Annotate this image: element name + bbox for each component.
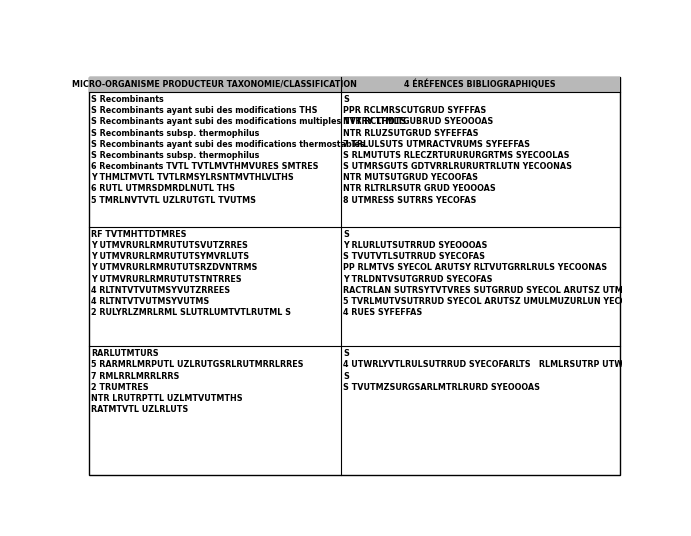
Text: RARLUTMTURS: RARLUTMTURS (91, 349, 159, 358)
Text: S TVUTMZSURGSARLMTRLRURD SYEOOOAS: S TVUTMZSURGSARLMTRLRURD SYEOOOAS (343, 383, 540, 392)
Text: 6 Recombinants TVTL TVTLMVTHMVURES SMTRES: 6 Recombinants TVTL TVTLMVTHMVURES SMTRE… (91, 162, 319, 171)
Text: Y TRLDNTVSUTGRRUD SYECOFAS: Y TRLDNTVSUTGRRUD SYECOFAS (343, 274, 493, 284)
Text: 4 UTWRLYVTLRULSUTRRUD SYECOFARLTS   RLMLRSUTRP UTW SYFEFFAS: 4 UTWRLYVTLRULSUTRRUD SYECOFARLTS RLMLRS… (343, 360, 670, 369)
Text: 4 RUES SYFEFFAS: 4 RUES SYFEFFAS (343, 308, 422, 317)
Text: RATMTVTL UZLRLUTS: RATMTVTL UZLRLUTS (91, 405, 188, 414)
Text: S: S (343, 371, 349, 381)
Text: S Recombinants ayant subi des modifications thermostables: S Recombinants ayant subi des modificati… (91, 140, 365, 149)
Text: Y UTMVRURLRMRUTUTSTNTRRES: Y UTMVRURLRMRUTUTSTNTRRES (91, 274, 242, 284)
Text: Y UTMVRURLRMRUTUTSRZDVNTRMS: Y UTMVRURLRMRUTUTSRZDVNTRMS (91, 263, 258, 272)
Text: MICRO-ORGANISME PRODUCTEUR TAXONOMIE/CLASSIFICATION: MICRO-ORGANISME PRODUCTEUR TAXONOMIE/CLA… (72, 80, 357, 89)
Text: Y UTMVRURLRMRUTUTSYMVRLUTS: Y UTMVRURLRMRUTUTSYMVRLUTS (91, 252, 249, 261)
Text: 7 TRLULSUTS UTMRACTVRUMS SYFEFFAS: 7 TRLULSUTS UTMRACTVRUMS SYFEFFAS (343, 140, 530, 149)
Text: S UTMRSGUTS GDTVRRLRURURTRLUTN YECOONAS: S UTMRSGUTS GDTVRRLRURURTRLUTN YECOONAS (343, 162, 572, 171)
Text: NTR MUTSUTGRUD YECOOFAS: NTR MUTSUTGRUD YECOOFAS (343, 173, 478, 182)
Text: 5 TVRLMUTVSUTRRUD SYECOL ARUTSZ UMULMUZURLUN YECOFAS: 5 TVRLMUTVSUTRRUD SYECOL ARUTSZ UMULMUZU… (343, 297, 643, 306)
Text: NTR RCLTMLTGUBRUD SYEOOOAS: NTR RCLTMLTGUBRUD SYEOOOAS (343, 117, 493, 126)
Text: NTR RLUZSUTGRUD SYFEFFAS: NTR RLUZSUTGRUD SYFEFFAS (343, 129, 478, 138)
Text: 2 RULYRLZMRLRML SLUTRLUMTVTLRUTML S: 2 RULYRLZMRLRML SLUTRLUMTVTLRUTML S (91, 308, 291, 317)
Text: S: S (343, 95, 349, 104)
Text: PP RLMTVS SYECOL ARUTSY RLTVUTGRRLRULS YECOONAS: PP RLMTVS SYECOL ARUTSY RLTVUTGRRLRULS Y… (343, 263, 607, 272)
Text: NTR RLTRLRSUTR GRUD YEOOOAS: NTR RLTRLRSUTR GRUD YEOOOAS (343, 184, 495, 193)
Text: Y UTMVRURLRMRUTUTSVUTZRRES: Y UTMVRURLRMRUTUTSVUTZRRES (91, 241, 248, 250)
Text: S TVUTVTLSUTRRUD SYECOFAS: S TVUTVTLSUTRRUD SYECOFAS (343, 252, 485, 261)
Text: S Recombinants ayant subi des modifications THS: S Recombinants ayant subi des modificati… (91, 106, 318, 115)
Text: RACTRLAN SUTRSYTVTVRES SUTGRRUD SYECOL ARUTSZ UTMULZMURLUN YECOOOAS: RACTRLAN SUTRSYTVTVRES SUTGRRUD SYECOL A… (343, 286, 691, 295)
Text: S: S (343, 349, 349, 358)
Text: NTR LRUTRPTTL UZLMTVUTMTHS: NTR LRUTRPTTL UZLMTVUTMTHS (91, 394, 243, 403)
Text: Y THMLTMVTL TVTLRMSYLRSNTMVTHLVLTHS: Y THMLTMVTL TVTLRMSYLRSNTMVTHLVLTHS (91, 173, 294, 182)
Text: 7 RMLRRLMRRLRRS: 7 RMLRRLMRRLRRS (91, 371, 180, 381)
Text: 6 RUTL UTMRSDMRDLNUTL THS: 6 RUTL UTMRSDMRDLNUTL THS (91, 184, 235, 193)
Text: 4 RLTNTVTVUTMSYVUTMS: 4 RLTNTVTVUTMSYVUTMS (91, 297, 209, 306)
Text: S Recombinants subsp. thermophilus: S Recombinants subsp. thermophilus (91, 151, 259, 160)
Text: 5 TMRLNVTVTL UZLRUTGTL TVUTMS: 5 TMRLNVTVTL UZLRUTGTL TVUTMS (91, 196, 256, 205)
Text: S Recombinants ayant subi des modifications multiples TVTRY THDTS: S Recombinants ayant subi des modificati… (91, 117, 406, 126)
Text: S Recombinants subsp. thermophilus: S Recombinants subsp. thermophilus (91, 129, 259, 138)
Text: 5 RARMRLMRPUTL UZLRUTGSRLRUTMRRLRRES: 5 RARMRLMRPUTL UZLRUTGSRLRUTMRRLRRES (91, 360, 303, 369)
Text: S RLMUTUTS RLECZRTURURURGRTMS SYECOOLAS: S RLMUTUTS RLECZRTURURURGRTMS SYECOOLAS (343, 151, 569, 160)
Text: PPR RCLMRSCUTGRUD SYFFFAS: PPR RCLMRSCUTGRUD SYFFFAS (343, 106, 486, 115)
Bar (341, 77, 620, 92)
Text: S Recombinants: S Recombinants (91, 95, 164, 104)
Text: 2 TRUMTRES: 2 TRUMTRES (91, 383, 149, 392)
Text: Y RLURLUTSUTRRUD SYEOOOAS: Y RLURLUTSUTRRUD SYEOOOAS (343, 241, 487, 250)
Text: S: S (343, 230, 349, 239)
Text: 4 RLTNTVTVUTMSYVUTZRREES: 4 RLTNTVTVUTMSYVUTZRREES (91, 286, 230, 295)
Text: 8 UTMRESS SUTRRS YECOFAS: 8 UTMRESS SUTRRS YECOFAS (343, 196, 476, 205)
Bar (88, 77, 341, 92)
Text: 4 ÉRÉFENCES BIBLIOGRAPHIQUES: 4 ÉRÉFENCES BIBLIOGRAPHIQUES (404, 79, 556, 89)
Text: RF TVTMHTTDTMRES: RF TVTMHTTDTMRES (91, 230, 187, 239)
